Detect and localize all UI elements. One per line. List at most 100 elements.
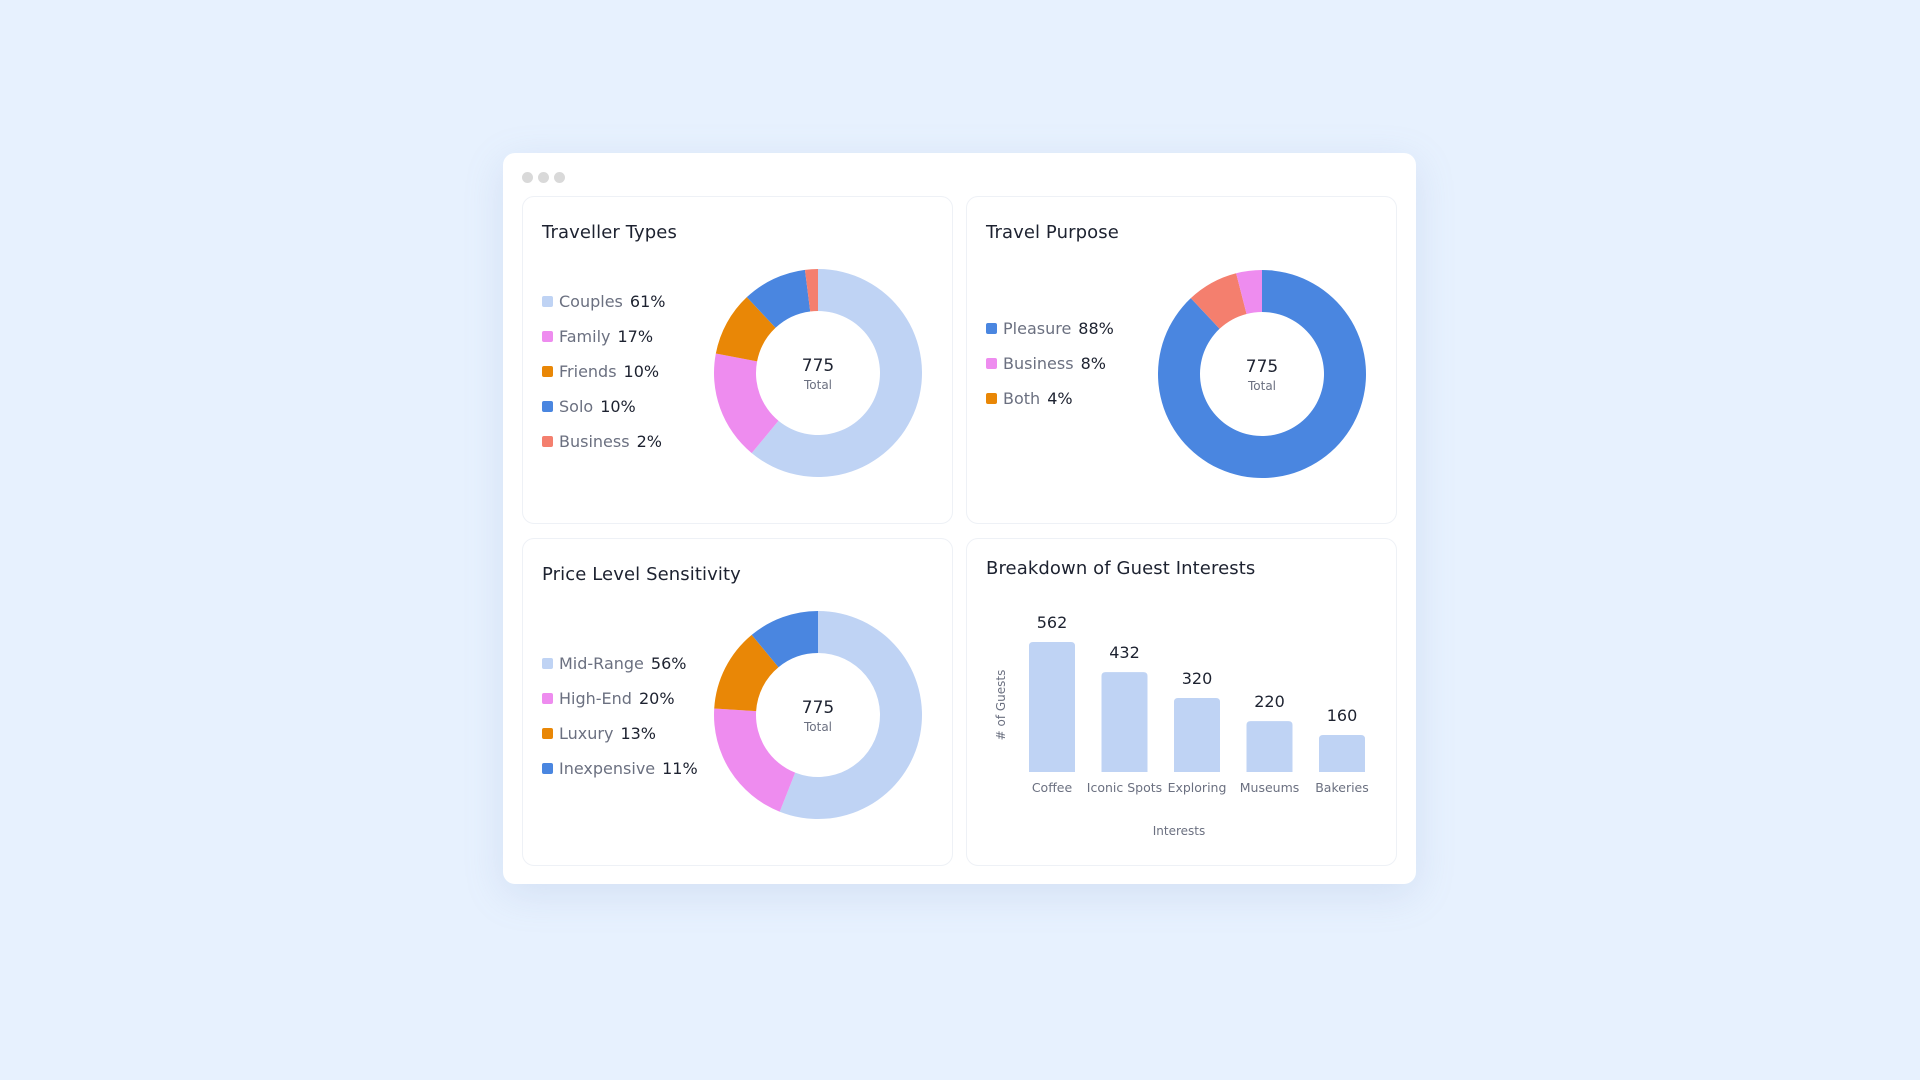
travel-purpose-donut: 775 Total <box>1158 270 1366 478</box>
legend-label: Pleasure <box>1003 319 1072 338</box>
bar-value-label: 320 <box>1182 669 1213 688</box>
x-tick-label: Museums <box>1240 780 1300 795</box>
legend-swatch <box>542 331 553 342</box>
dashboard-window: Traveller Types Couples 61% Family 17% Fri… <box>503 153 1416 884</box>
legend-item: Both 4% <box>986 381 1114 416</box>
legend-percent: 88% <box>1078 319 1114 338</box>
price-level-card: Price Level Sensitivity Mid-Range 56% Hig… <box>522 538 953 866</box>
x-tick-label: Coffee <box>1032 780 1073 795</box>
donut-center-label: Total <box>1247 379 1276 393</box>
legend-label: Solo <box>559 397 594 416</box>
bar-value-label: 432 <box>1109 643 1140 662</box>
legend-swatch <box>542 436 553 447</box>
legend-label: Business <box>1003 354 1074 373</box>
legend-item: Family 17% <box>542 319 665 354</box>
legend-label: High-End <box>559 689 632 708</box>
donut-slice-high-end[interactable] <box>714 708 796 812</box>
donut-slice-mid-range[interactable] <box>779 611 922 819</box>
bar-iconic-spots[interactable] <box>1101 672 1148 772</box>
legend-swatch <box>986 323 997 334</box>
legend-percent: 2% <box>636 432 662 451</box>
price-level-legend: Mid-Range 56% High-End 20% Luxury 13% Inexp… <box>542 646 698 786</box>
bar-exploring[interactable] <box>1174 697 1220 772</box>
legend-percent: 13% <box>620 724 656 743</box>
x-tick-label: Iconic Spots <box>1087 780 1162 795</box>
legend-label: Both <box>1003 389 1041 408</box>
legend-label: Business <box>559 432 630 451</box>
bar-value-label: 562 <box>1037 613 1068 632</box>
legend-percent: 11% <box>662 759 698 778</box>
legend-swatch <box>542 296 553 307</box>
legend-swatch <box>986 358 997 369</box>
legend-percent: 20% <box>638 689 675 708</box>
legend-item: Pleasure 88% <box>986 311 1114 346</box>
travel-purpose-card: Travel Purpose Pleasure 88% Business 8% Bo… <box>966 196 1397 524</box>
legend-percent: 4% <box>1047 389 1073 408</box>
legend-label: Family <box>559 327 611 346</box>
donut-slice-friends[interactable] <box>715 297 776 362</box>
legend-percent: 10% <box>623 362 660 381</box>
guest-interests-card: Breakdown of Guest Interests 562 Coffee 43… <box>966 538 1397 866</box>
traveller-types-legend: Couples 61% Family 17% Friends 10% Solo 10% … <box>542 284 665 459</box>
donut-slice-both[interactable] <box>1236 270 1262 314</box>
legend-percent: 61% <box>629 292 666 311</box>
legend-percent: 56% <box>650 654 687 673</box>
bar-bakeries[interactable] <box>1319 734 1365 772</box>
price-level-donut: 775 Total <box>714 611 922 819</box>
legend-percent: 8% <box>1080 354 1106 373</box>
bar-coffee[interactable] <box>1029 642 1075 772</box>
donut-slice-solo[interactable] <box>746 269 811 328</box>
donut-center-value: 775 <box>802 698 834 718</box>
window-dot-minimize[interactable] <box>538 172 549 183</box>
bar-value-label: 220 <box>1254 692 1285 711</box>
traveller-types-title: Traveller Types <box>542 222 677 243</box>
donut-slice-pleasure[interactable] <box>1158 270 1366 478</box>
legend-label: Inexpensive <box>559 759 656 778</box>
legend-item: Business 2% <box>542 424 665 459</box>
legend-swatch <box>986 393 997 404</box>
travel-purpose-legend: Pleasure 88% Business 8% Both 4% <box>986 311 1114 416</box>
legend-swatch <box>542 658 553 669</box>
donut-center-label: Total <box>803 720 832 734</box>
legend-label: Friends <box>559 362 617 381</box>
donut-center-label: Total <box>803 378 832 392</box>
price-level-title: Price Level Sensitivity <box>542 564 741 585</box>
guest-interests-bar-chart: 562 Coffee 432 Iconic Spots 320 Exploring 220 M… <box>994 613 1369 838</box>
legend-label: Mid-Range <box>559 654 644 673</box>
legend-label: Luxury <box>559 724 614 743</box>
legend-swatch <box>542 366 553 377</box>
legend-item: High-End 20% <box>542 681 698 716</box>
legend-item: Inexpensive 11% <box>542 751 698 786</box>
bar-museums[interactable] <box>1246 721 1293 772</box>
x-axis-title: Interests <box>1153 824 1206 838</box>
legend-item: Friends 10% <box>542 354 665 389</box>
legend-swatch <box>542 401 553 412</box>
legend-label: Couples <box>559 292 623 311</box>
window-dot-close[interactable] <box>522 172 533 183</box>
travel-purpose-title: Travel Purpose <box>986 222 1119 243</box>
donut-slice-inexpensive[interactable] <box>751 611 818 668</box>
legend-swatch <box>542 763 553 774</box>
legend-item: Luxury 13% <box>542 716 698 751</box>
donut-slice-business[interactable] <box>804 269 818 312</box>
legend-percent: 10% <box>600 397 636 416</box>
donut-slice-business[interactable] <box>1190 273 1247 329</box>
donut-center-value: 775 <box>1246 357 1278 377</box>
legend-percent: 17% <box>617 327 654 346</box>
guest-interests-title: Breakdown of Guest Interests <box>986 558 1256 579</box>
y-axis-title: # of Guests <box>994 670 1008 741</box>
traveller-types-card: Traveller Types Couples 61% Family 17% Fri… <box>522 196 953 524</box>
donut-slice-luxury[interactable] <box>714 634 779 712</box>
x-tick-label: Bakeries <box>1315 780 1369 795</box>
donut-slice-family[interactable] <box>714 353 779 454</box>
legend-item: Solo 10% <box>542 389 665 424</box>
donut-slice-couples[interactable] <box>751 269 922 477</box>
traveller-types-donut: 775 Total <box>714 269 922 477</box>
legend-item: Business 8% <box>986 346 1114 381</box>
bar-value-label: 160 <box>1327 706 1358 725</box>
window-dot-maximize[interactable] <box>554 172 565 183</box>
x-tick-label: Exploring <box>1168 780 1227 795</box>
legend-item: Couples 61% <box>542 284 665 319</box>
legend-swatch <box>542 728 553 739</box>
window-controls <box>522 172 565 183</box>
